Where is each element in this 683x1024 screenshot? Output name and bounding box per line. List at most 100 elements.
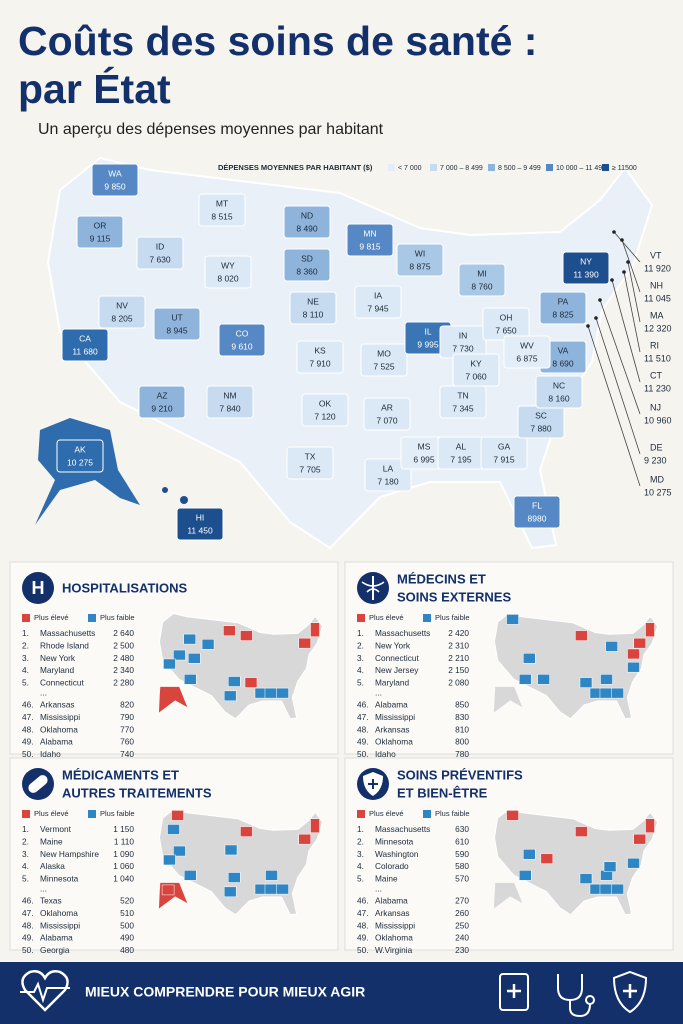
state [363, 397, 411, 431]
state [354, 285, 402, 319]
state-abbr: ID [156, 241, 165, 251]
state-value: 7 650 [495, 325, 517, 335]
mini-state [223, 886, 237, 898]
callout-dot [612, 230, 616, 234]
state-abbr: ND [301, 210, 313, 220]
state-name: Massachusetts [40, 628, 95, 638]
callout-abbr: RI [650, 340, 659, 350]
mini-state [223, 625, 236, 636]
mini-state [298, 833, 311, 845]
state [539, 291, 587, 325]
mini-state [506, 614, 519, 625]
state-abbr: AR [381, 402, 393, 412]
callout-abbr: NJ [650, 402, 661, 412]
state-value: 7 345 [452, 403, 474, 413]
state [98, 295, 146, 329]
state-name: Massachusetts [375, 628, 430, 638]
rank: 46. [357, 896, 369, 906]
rank: 48. [22, 920, 34, 930]
rank: 49. [357, 737, 369, 747]
state-name: Maryland [40, 665, 75, 675]
state-value: 8 160 [548, 393, 570, 403]
state-abbr: AZ [157, 390, 168, 400]
mini-state [183, 633, 196, 645]
icon-stethoscope-end [585, 995, 595, 1005]
state-abbr: TN [457, 390, 468, 400]
state-value: 7 120 [314, 411, 336, 421]
state-value: 8 875 [409, 261, 431, 271]
state-value: 7 705 [299, 464, 321, 474]
state [204, 255, 252, 289]
amount: 740 [120, 749, 134, 759]
state-abbr: IN [459, 330, 468, 340]
state-abbr: WI [415, 248, 425, 258]
amount: 2 340 [113, 665, 134, 675]
title: par État [18, 66, 171, 112]
mini-state [183, 870, 197, 881]
state-value: 7 915 [493, 454, 515, 464]
amount: 820 [120, 700, 134, 710]
legend-high-label: Plus élevé [369, 809, 404, 818]
amount: 830 [455, 712, 469, 722]
state-abbr: SD [301, 253, 313, 263]
state-abbr: MN [363, 228, 376, 238]
callout-abbr: VT [650, 250, 662, 260]
amount: 480 [120, 945, 134, 955]
amount: 850 [455, 700, 469, 710]
legend-swatch [602, 164, 609, 171]
state-name: Colorado [375, 861, 409, 871]
amount: 240 [455, 933, 469, 943]
amount: 2 310 [448, 640, 469, 650]
state [301, 393, 349, 427]
state-value: 9 210 [151, 403, 173, 413]
state-name: Alabama [40, 933, 73, 943]
state-abbr: NC [553, 380, 565, 390]
mini-state [228, 676, 241, 687]
rank: 3. [22, 849, 29, 859]
mini-state [627, 648, 640, 660]
amount: 500 [120, 920, 134, 930]
mini-state [605, 641, 618, 652]
state-abbr: MO [377, 348, 391, 358]
state-value: 7 630 [149, 254, 171, 264]
state-abbr: GA [498, 441, 511, 451]
state-name: Oklahoma [375, 933, 413, 943]
mini-state [506, 810, 519, 821]
amount: 2 080 [448, 677, 469, 687]
state-value: 8 490 [296, 223, 318, 233]
state-value: 8 945 [166, 325, 188, 335]
mini-state [600, 674, 613, 685]
state [480, 436, 528, 470]
amount: 1 040 [113, 873, 134, 883]
state-value: 7 180 [377, 476, 399, 486]
amount: 1 060 [113, 861, 134, 871]
state-abbr: KY [470, 358, 482, 368]
state-name: New York [40, 653, 76, 663]
state [360, 343, 408, 377]
footer-heart [21, 970, 69, 1012]
state-value: 7 880 [530, 423, 552, 433]
icon-shield [612, 970, 648, 1014]
callout-abbr: CT [650, 370, 662, 380]
state-name: Alaska [40, 861, 65, 871]
state-name: Oklahoma [375, 737, 413, 747]
state-name: W.Virginia [375, 945, 413, 955]
state-abbr: NV [116, 300, 128, 310]
rank: 50. [357, 749, 369, 759]
mini-state [645, 622, 655, 637]
state-value: 7 945 [367, 303, 389, 313]
rank: 4. [357, 665, 364, 675]
rank: 47. [357, 712, 369, 722]
separator: ... [375, 884, 382, 894]
rank: 1. [357, 824, 364, 834]
state [286, 446, 334, 480]
amount: 2 420 [448, 628, 469, 638]
callout-line [621, 239, 641, 293]
rank: 48. [357, 724, 369, 734]
state [91, 163, 139, 197]
legend-swatch [430, 164, 437, 171]
state [198, 193, 246, 227]
mini-state [240, 630, 253, 641]
mini-state [163, 854, 176, 866]
rank: 49. [22, 737, 34, 747]
